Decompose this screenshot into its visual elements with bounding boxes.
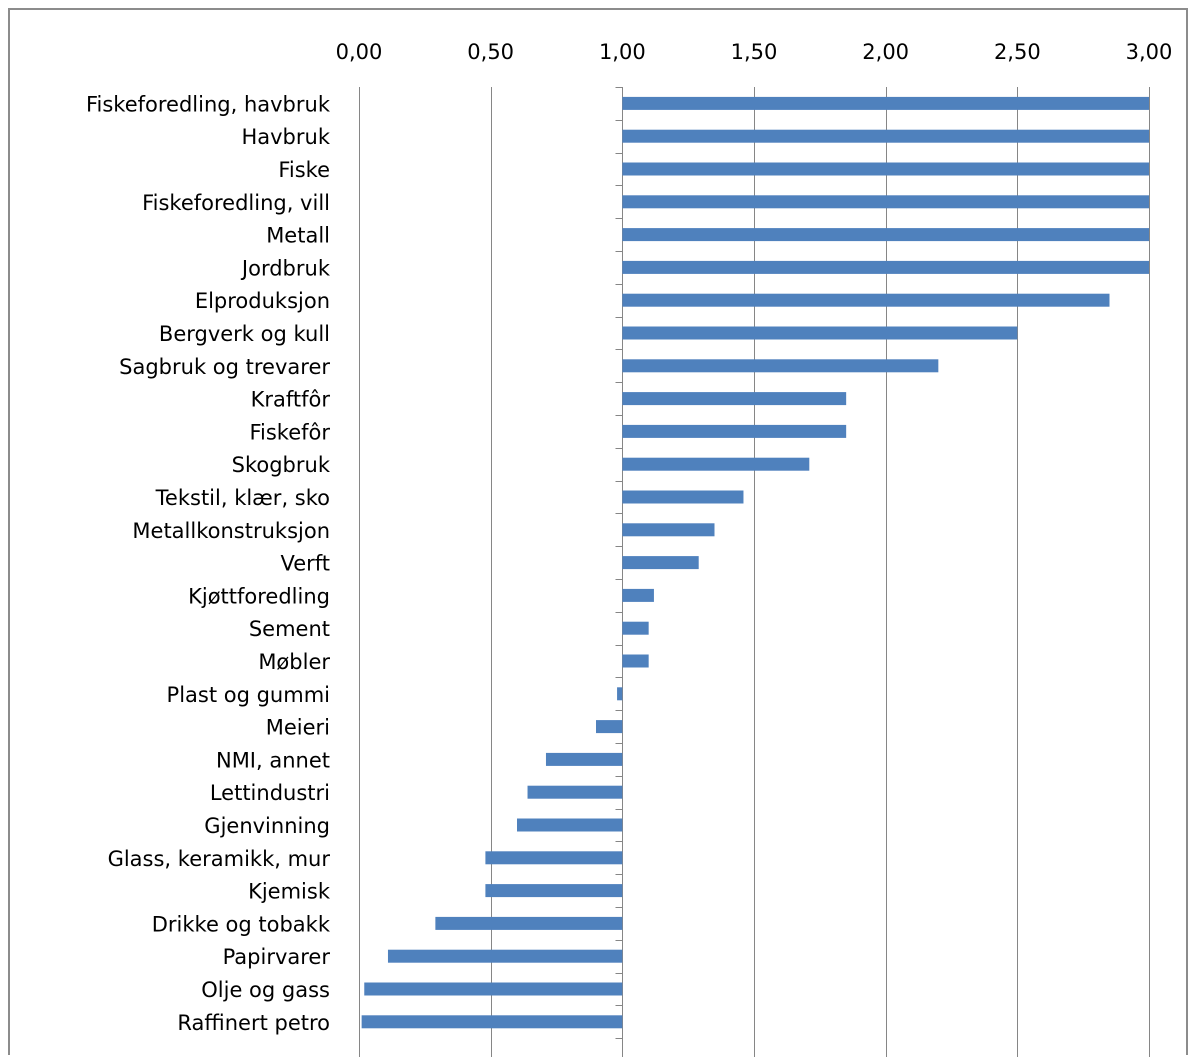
- category-label-metall: Metall: [266, 224, 330, 248]
- value-axis-baseline: [615, 87, 623, 1057]
- bar-raffinert-petro: [361, 1015, 623, 1029]
- category-label-elproduksjon: Elproduksjon: [195, 289, 330, 313]
- category-label-fiske: Fiske: [278, 158, 330, 182]
- bar-metall: [622, 228, 1149, 242]
- bar-tekstil-klaer-sko: [622, 490, 744, 504]
- bar-glass-keramikk-mur: [485, 851, 623, 865]
- bar-kjemisk: [485, 884, 623, 898]
- category-label-jordbruk: Jordbruk: [240, 256, 331, 280]
- category-label-papirvarer: Papirvarer: [223, 945, 331, 969]
- x-tick-labels: 0,00 0,50 1,00 1,50 2,00 2,50 3,00: [336, 40, 1173, 64]
- x-tick-label: 0,50: [467, 40, 514, 64]
- x-tick-label: 2,50: [994, 40, 1041, 64]
- bar-havbruk: [622, 129, 1149, 143]
- bar-fiskeforedling-havbruk: [622, 96, 1149, 110]
- bar-gjenvinning: [517, 818, 623, 832]
- bar-sagbruk-og-trevarer: [622, 359, 939, 373]
- category-label-metallkonstruksjon: Metallkonstruksjon: [132, 519, 330, 543]
- category-label-gjenvinning: Gjenvinning: [204, 814, 330, 838]
- bar-mobler: [622, 654, 649, 668]
- bar-fiskefor: [622, 424, 847, 438]
- x-tick-label: 3,00: [1126, 40, 1173, 64]
- bar-verft: [622, 556, 699, 570]
- category-label-mobler: Møbler: [258, 650, 330, 674]
- category-label-kjemisk: Kjemisk: [248, 880, 331, 904]
- bar-jordbruk: [622, 260, 1149, 274]
- bar-nmi-annet: [545, 752, 623, 766]
- category-label-kjottforedling: Kjøttforedling: [188, 584, 330, 608]
- x-tick-label: 2,00: [862, 40, 909, 64]
- bar-kjottforedling: [622, 588, 654, 602]
- bar-metallkonstruksjon: [622, 523, 715, 537]
- category-label-havbruk: Havbruk: [241, 125, 330, 149]
- bar-sement: [622, 621, 649, 635]
- category-labels: Fiskeforedling, havbruk Havbruk Fiske Fiske…: [86, 92, 331, 1034]
- category-label-tekstil-klaer-sko: Tekstil, klær, sko: [155, 486, 330, 510]
- category-label-meieri: Meieri: [266, 716, 330, 740]
- bars: [361, 96, 1149, 1029]
- category-label-bergverk-og-kull: Bergverk og kull: [159, 322, 330, 346]
- bar-elproduksjon: [622, 293, 1110, 307]
- category-label-plast-og-gummi: Plast og gummi: [167, 683, 330, 707]
- chart-frame: 0,00 0,50 1,00 1,50 2,00 2,50 3,00 Fiskeforedl…: [8, 8, 1188, 1057]
- bar-lettindustri: [527, 785, 623, 799]
- bar-fiske: [622, 162, 1149, 176]
- bar-papirvarer: [387, 949, 623, 963]
- category-label-verft: Verft: [280, 552, 330, 576]
- bar-chart: 0,00 0,50 1,00 1,50 2,00 2,50 3,00 Fiskeforedl…: [86, 40, 1173, 1057]
- category-label-olje-og-gass: Olje og gass: [201, 978, 330, 1002]
- x-tick-label: 1,00: [599, 40, 646, 64]
- category-label-raffinert-petro: Raffinert petro: [177, 1011, 330, 1035]
- bar-fiskeforedling-vill: [622, 195, 1149, 209]
- bar-meieri: [596, 720, 623, 734]
- bar-olje-og-gass: [364, 982, 623, 996]
- category-label-glass-keramikk-mur: Glass, keramikk, mur: [108, 847, 331, 871]
- category-label-fiskeforedling-havbruk: Fiskeforedling, havbruk: [86, 92, 331, 116]
- bar-bergverk-og-kull: [622, 326, 1018, 340]
- category-label-nmi-annet: NMI, annet: [216, 748, 330, 772]
- category-label-fiskeforedling-vill: Fiskeforedling, vill: [142, 191, 330, 215]
- category-label-sagbruk-og-trevarer: Sagbruk og trevarer: [119, 355, 330, 379]
- category-label-kraftfor: Kraftfôr: [251, 388, 331, 412]
- bar-plast-og-gummi: [617, 687, 623, 701]
- bar-skogbruk: [622, 457, 810, 471]
- category-label-lettindustri: Lettindustri: [210, 781, 330, 805]
- x-tick-label: 1,50: [731, 40, 778, 64]
- x-tick-label: 0,00: [336, 40, 383, 64]
- category-label-sement: Sement: [249, 617, 330, 641]
- category-label-drikke-og-tobakk: Drikke og tobakk: [152, 912, 331, 936]
- category-label-skogbruk: Skogbruk: [232, 453, 331, 477]
- bar-kraftfor: [622, 392, 847, 406]
- bar-drikke-og-tobakk: [435, 916, 623, 930]
- category-label-fiskefor: Fiskefôr: [249, 420, 330, 444]
